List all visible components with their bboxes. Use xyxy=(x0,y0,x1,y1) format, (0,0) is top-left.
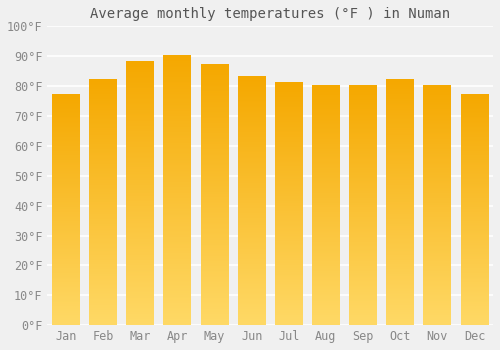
Title: Average monthly temperatures (°F ) in Numan: Average monthly temperatures (°F ) in Nu… xyxy=(90,7,451,21)
